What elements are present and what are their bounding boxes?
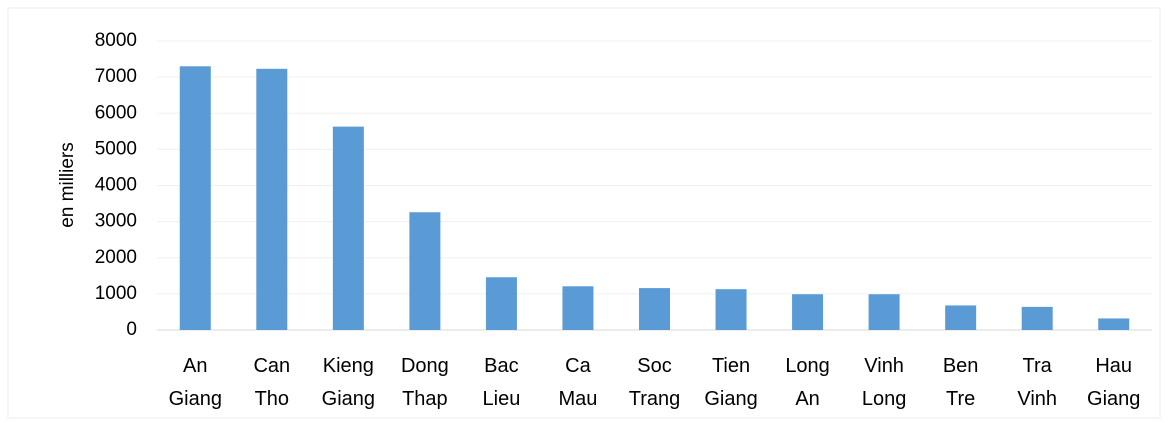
y-tick-label: 5000 [95,138,137,159]
y-tick-label: 4000 [95,175,137,196]
x-tick-label: Bac Lieu [482,355,521,410]
bar [1021,306,1053,330]
y-tick-label: 3000 [95,211,137,232]
bar [332,126,364,331]
bar [715,289,747,330]
y-tick-label: 2000 [95,247,137,268]
bar [409,212,441,330]
y-axis-label: en milliers [57,142,78,228]
x-tick-label: Kieng Giang [321,355,376,410]
x-tick-label: Tra Vinh [1017,355,1058,410]
bar [868,294,900,330]
y-tick-label: 6000 [95,102,137,123]
x-tick-label: Ben Tre [942,355,979,410]
y-tick-label: 8000 [95,30,137,51]
bar [485,277,517,330]
x-tick-label: Can Tho [253,355,291,410]
x-tick-label: Vinh Long [861,355,907,410]
x-tick-label: Soc Trang [628,355,681,410]
bar [256,68,288,330]
x-tick-label: An Giang [168,355,222,410]
bar [639,288,670,330]
bar [945,305,977,330]
bar [1098,318,1130,330]
x-tick-label: Ca Mau [558,355,598,410]
chart-border [7,7,1161,419]
x-tick-label: Hau Giang [1087,355,1141,410]
bar [792,294,824,330]
y-tick-label: 7000 [95,66,137,87]
bar [179,66,211,330]
x-tick-label: Dong Thap [400,355,449,410]
y-tick-label: 0 [126,319,137,340]
y-tick-label: 1000 [95,283,137,304]
bar [562,286,594,330]
x-tick-label: Tien Giang [704,355,758,410]
x-tick-label: Long An [785,355,830,410]
